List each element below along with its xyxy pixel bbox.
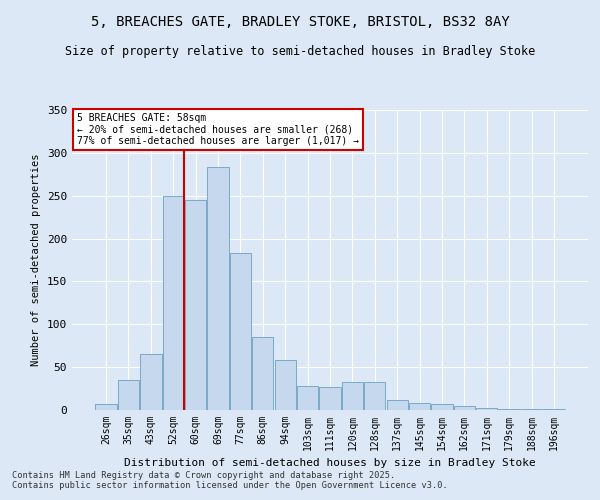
Bar xyxy=(543,409,565,410)
Bar xyxy=(252,337,274,410)
Bar xyxy=(409,403,430,410)
Bar xyxy=(342,382,363,410)
Bar xyxy=(163,196,184,410)
Bar xyxy=(118,380,139,410)
Text: 5, BREACHES GATE, BRADLEY STOKE, BRISTOL, BS32 8AY: 5, BREACHES GATE, BRADLEY STOKE, BRISTOL… xyxy=(91,15,509,29)
X-axis label: Distribution of semi-detached houses by size in Bradley Stoke: Distribution of semi-detached houses by … xyxy=(124,458,536,468)
Bar xyxy=(275,360,296,410)
Text: 5 BREACHES GATE: 58sqm
← 20% of semi-detached houses are smaller (268)
77% of se: 5 BREACHES GATE: 58sqm ← 20% of semi-det… xyxy=(77,113,359,146)
Bar xyxy=(185,200,206,410)
Bar xyxy=(476,408,497,410)
Bar xyxy=(364,382,385,410)
Bar xyxy=(431,404,452,410)
Bar xyxy=(297,386,318,410)
Text: Contains HM Land Registry data © Crown copyright and database right 2025.
Contai: Contains HM Land Registry data © Crown c… xyxy=(12,470,448,490)
Bar xyxy=(454,406,475,410)
Bar xyxy=(499,409,520,410)
Bar xyxy=(95,404,117,410)
Text: Size of property relative to semi-detached houses in Bradley Stoke: Size of property relative to semi-detach… xyxy=(65,45,535,58)
Bar xyxy=(208,168,229,410)
Bar xyxy=(386,400,408,410)
Bar xyxy=(230,253,251,410)
Y-axis label: Number of semi-detached properties: Number of semi-detached properties xyxy=(31,154,41,366)
Bar xyxy=(140,354,161,410)
Bar xyxy=(319,387,341,410)
Bar xyxy=(521,409,542,410)
